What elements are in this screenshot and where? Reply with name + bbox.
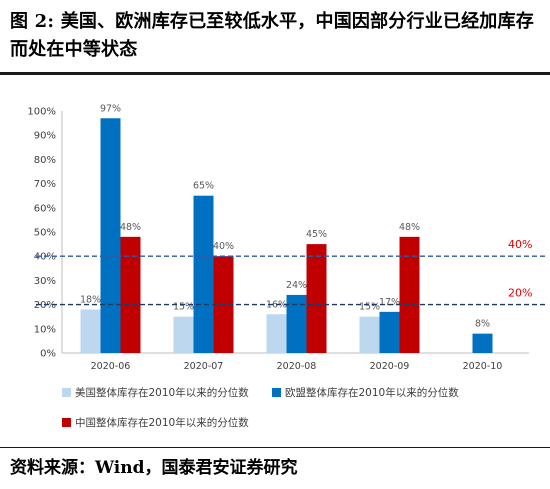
y-tick-label: 70% bbox=[34, 179, 56, 190]
bar-us bbox=[266, 314, 287, 353]
legend-label-cn: 中国整体库存在2010年以来的分位数 bbox=[75, 417, 249, 429]
bar-eu bbox=[193, 195, 214, 353]
x-tick-label: 2020-06 bbox=[91, 361, 131, 372]
x-tick-label: 2020-10 bbox=[463, 361, 503, 372]
y-tick-label: 40% bbox=[34, 252, 56, 263]
y-tick-label: 60% bbox=[34, 203, 56, 214]
page-title: 图 2: 美国、欧洲库存已至较低水平，中国因部分行业已经加库存而处在中等状态 bbox=[10, 11, 534, 60]
bar-cn bbox=[120, 236, 141, 353]
bar-eu bbox=[100, 118, 121, 353]
legend-label-eu: 欧盟整体库存在2010年以来的分位数 bbox=[285, 387, 459, 399]
legend-swatch-cn bbox=[62, 418, 71, 427]
bar-us bbox=[173, 316, 194, 353]
legend-item-eu: 欧盟整体库存在2010年以来的分位数 bbox=[272, 385, 459, 400]
data-label: 15% bbox=[359, 302, 380, 313]
reference-label: 20% bbox=[508, 287, 532, 300]
data-label: 17% bbox=[379, 297, 400, 308]
y-tick-label: 100% bbox=[27, 107, 56, 118]
y-tick-label: 20% bbox=[34, 300, 56, 311]
x-tick-label: 2020-07 bbox=[184, 361, 224, 372]
data-label: 65% bbox=[193, 181, 214, 192]
bar-chart: 0% 10% 20% 30% 40% 50% 60% 70% 80% 90% 100% 18% 97% 4… bbox=[27, 103, 548, 372]
data-label: 48% bbox=[120, 222, 141, 233]
y-tick-label: 80% bbox=[34, 155, 56, 166]
y-tick-label: 0% bbox=[40, 349, 56, 360]
legend-swatch-us bbox=[62, 388, 71, 397]
bar-eu bbox=[379, 311, 400, 353]
legend-label-us: 美国整体库存在2010年以来的分位数 bbox=[75, 387, 249, 399]
y-tick-label: 90% bbox=[34, 131, 56, 142]
source-divider bbox=[0, 447, 550, 448]
bar-us bbox=[359, 316, 380, 353]
data-label: 15% bbox=[173, 302, 194, 313]
y-tick-label: 50% bbox=[34, 228, 56, 239]
data-label: 48% bbox=[399, 222, 420, 233]
reference-label: 40% bbox=[508, 238, 532, 251]
legend-item-cn: 中国整体库存在2010年以来的分位数 bbox=[62, 415, 249, 430]
data-label: 24% bbox=[286, 280, 307, 291]
bar-cn bbox=[306, 244, 327, 353]
legend-swatch-eu bbox=[272, 388, 281, 397]
x-tick-label: 2020-09 bbox=[370, 361, 410, 372]
title-divider bbox=[0, 72, 550, 75]
source-note: 资料来源：Wind，国泰君安证券研究 bbox=[10, 458, 298, 478]
bar-eu bbox=[286, 294, 307, 353]
bar-us bbox=[80, 309, 101, 353]
data-label: 97% bbox=[100, 103, 121, 114]
data-label: 40% bbox=[213, 241, 234, 252]
bar-cn bbox=[399, 236, 420, 353]
y-tick-label: 30% bbox=[34, 276, 56, 287]
data-label: 8% bbox=[475, 319, 490, 330]
legend-item-us: 美国整体库存在2010年以来的分位数 bbox=[62, 385, 249, 400]
bar-eu bbox=[472, 333, 493, 353]
data-label: 18% bbox=[80, 294, 101, 305]
data-label: 45% bbox=[306, 229, 327, 240]
x-tick-label: 2020-08 bbox=[277, 361, 317, 372]
y-tick-label: 10% bbox=[34, 324, 56, 335]
